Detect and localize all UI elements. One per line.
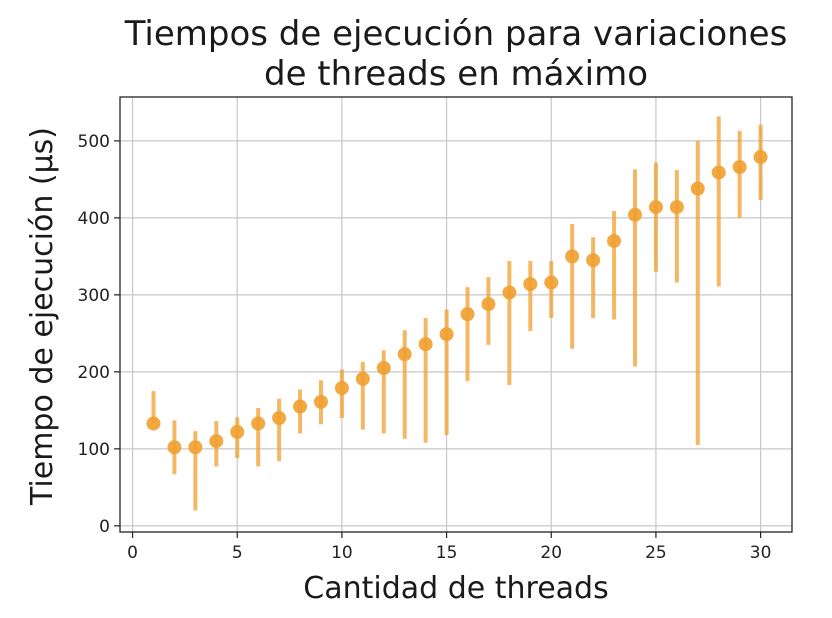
data-point xyxy=(523,277,538,292)
x-tick-label: 5 xyxy=(232,543,243,563)
data-point xyxy=(313,394,328,409)
data-point xyxy=(251,416,266,431)
data-point xyxy=(627,207,642,222)
x-tick-label: 25 xyxy=(645,543,667,563)
data-point xyxy=(376,361,391,376)
data-point xyxy=(418,337,433,352)
y-tick-label: 400 xyxy=(78,209,110,229)
data-point xyxy=(209,434,224,449)
plot-area-frame xyxy=(119,96,793,533)
data-point xyxy=(188,440,203,455)
y-tick-label: 500 xyxy=(78,132,110,152)
data-point xyxy=(648,200,663,215)
data-point xyxy=(565,249,580,264)
x-axis-label: Cantidad de threads xyxy=(303,571,608,606)
x-tick-label: 30 xyxy=(750,543,772,563)
data-point xyxy=(711,165,726,180)
data-point xyxy=(293,399,308,414)
data-point xyxy=(669,200,684,215)
data-point xyxy=(334,381,349,396)
data-point xyxy=(230,424,245,439)
x-tick-label: 15 xyxy=(436,543,458,563)
data-point xyxy=(146,416,161,431)
data-point xyxy=(502,285,517,300)
error-bars xyxy=(151,116,763,511)
data-point xyxy=(753,150,768,165)
data-point xyxy=(544,275,559,290)
data-point xyxy=(439,327,454,342)
data-point xyxy=(272,411,287,426)
data-point xyxy=(355,371,370,386)
x-tick-label: 10 xyxy=(331,543,353,563)
grid-lines xyxy=(120,97,792,532)
y-tick-label: 300 xyxy=(78,286,110,306)
data-points xyxy=(146,150,768,455)
y-tick-label: 0 xyxy=(99,517,110,537)
data-point xyxy=(481,297,496,312)
y-axis-label: Tiempo de ejecución (μs) xyxy=(25,127,60,506)
y-tick-label: 100 xyxy=(78,440,110,460)
x-tick-label: 0 xyxy=(127,543,138,563)
data-point xyxy=(460,307,475,322)
chart-title-line-1: Tiempos de ejecución para variaciones xyxy=(124,14,788,54)
data-point xyxy=(397,347,412,362)
data-point xyxy=(167,440,182,455)
chart-title-line-2: de threads en máximo xyxy=(264,54,648,94)
data-point xyxy=(586,253,601,268)
data-point xyxy=(732,160,747,175)
x-tick-label: 20 xyxy=(540,543,562,563)
y-tick-label: 200 xyxy=(78,363,110,383)
data-point xyxy=(607,233,622,248)
data-point xyxy=(690,181,705,196)
